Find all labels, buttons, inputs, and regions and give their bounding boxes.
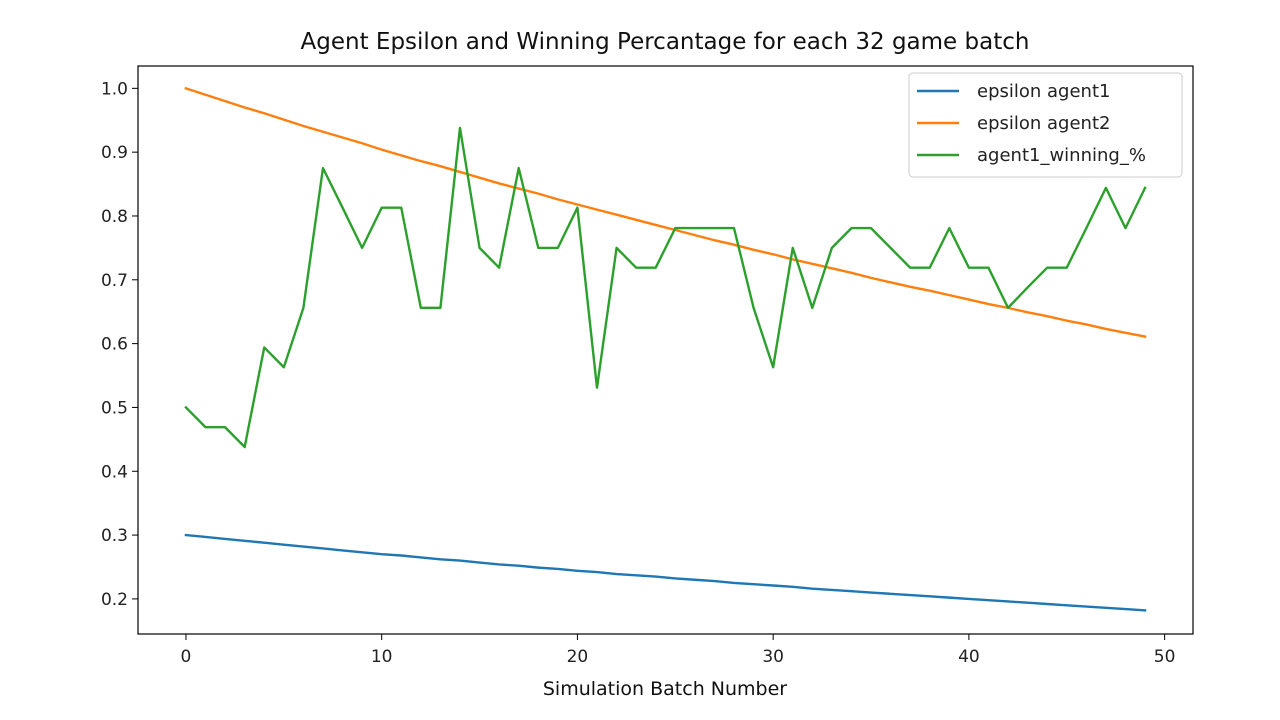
y-tick-label-0: 0.2	[101, 590, 128, 610]
y-tick-label-2: 0.4	[101, 462, 128, 482]
y-tick-label-3: 0.5	[101, 398, 128, 418]
plot-area	[184, 86, 1147, 612]
x-tick-label-3: 30	[762, 647, 784, 667]
legend-label-0: epsilon agent1	[977, 81, 1110, 102]
y-tick-label-8: 1.0	[101, 79, 128, 99]
x-tick-label-4: 40	[958, 647, 980, 667]
series-line-2	[184, 126, 1147, 449]
x-tick-label-1: 10	[371, 647, 393, 667]
legend-label-2: agent1_winning_%	[977, 145, 1146, 166]
legend: epsilon agent1 epsilon agent2 agent1_winni…	[908, 72, 1183, 178]
y-axis: 0.2 0.3 0.4 0.5 0.6 0.7 0.8 0.9 1.0	[101, 79, 138, 610]
x-tick-label-2: 20	[567, 647, 589, 667]
series-line-0	[184, 533, 1147, 612]
y-tick-label-7: 0.9	[101, 143, 128, 163]
chart-title: Agent Epsilon and Winning Percantage for…	[301, 29, 1030, 55]
x-tick-label-5: 50	[1154, 647, 1176, 667]
y-tick-label-1: 0.3	[101, 526, 128, 546]
y-tick-label-6: 0.8	[101, 207, 128, 227]
series-line-1	[184, 86, 1147, 339]
y-tick-label-4: 0.6	[101, 335, 128, 355]
x-axis-label: Simulation Batch Number	[543, 678, 787, 700]
legend-label-1: epsilon agent2	[977, 113, 1110, 134]
legend-box	[908, 72, 1183, 178]
x-tick-label-0: 0	[181, 647, 192, 667]
x-axis: 0 10 20 30 40 50	[181, 634, 1176, 667]
plot-frame	[137, 65, 1194, 635]
y-tick-label-5: 0.7	[101, 271, 128, 291]
